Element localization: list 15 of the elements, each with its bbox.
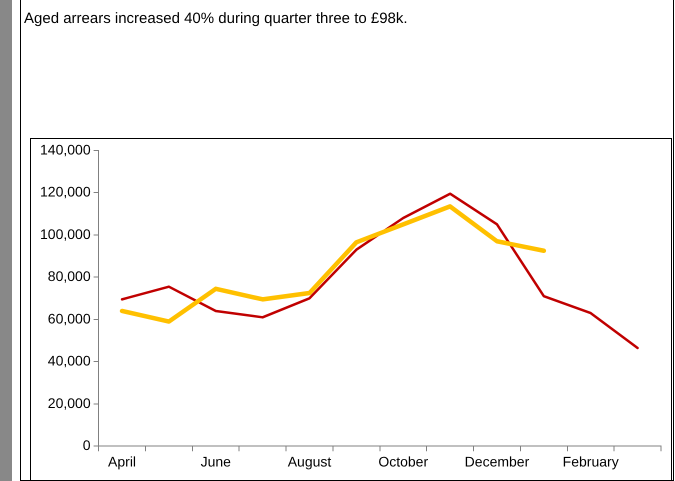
y-tick-label: 20,000 xyxy=(48,394,91,411)
x-tick-label: April xyxy=(108,453,136,470)
y-tick-label: 80,000 xyxy=(48,268,91,284)
x-tick-label: February xyxy=(562,453,619,470)
y-tick-label: 0 xyxy=(82,437,91,454)
x-tick-label: December xyxy=(464,453,530,470)
y-tick-label: 120,000 xyxy=(40,184,91,200)
chart-title: Aged arrears increased 40% during quarter three to £98k. xyxy=(24,10,408,27)
y-tick-label: 100,000 xyxy=(40,226,91,242)
y-tick-label: 40,000 xyxy=(48,352,91,369)
x-tick-label: June xyxy=(200,453,232,470)
y-tick-label: 60,000 xyxy=(48,310,91,326)
y-tick-label: 140,000 xyxy=(40,141,91,158)
x-tick-label: October xyxy=(378,453,428,470)
x-tick-label: August xyxy=(288,453,332,470)
